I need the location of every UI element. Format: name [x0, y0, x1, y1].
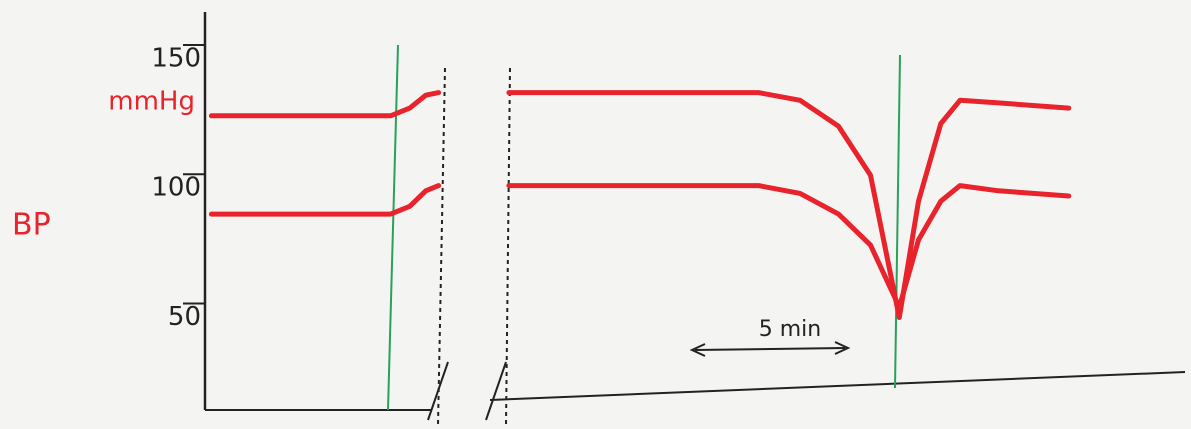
y-tick-label: 50	[168, 302, 201, 332]
break-line	[437, 67, 446, 426]
x-axis	[489, 371, 1186, 401]
time-arrow	[694, 347, 846, 351]
break-line	[505, 67, 511, 426]
y-tick-label: 100	[151, 173, 201, 203]
arrow-heads	[689, 341, 851, 357]
axis-break	[485, 361, 507, 421]
y-tick-label: 150	[151, 43, 201, 73]
event-line	[894, 54, 901, 389]
y-unit: mmHg	[108, 87, 195, 117]
event-line	[387, 44, 399, 411]
y-axis-title: BP	[12, 208, 51, 243]
series-line	[208, 90, 1072, 320]
series-line	[208, 183, 1072, 310]
annotation: 5 min	[759, 317, 821, 342]
